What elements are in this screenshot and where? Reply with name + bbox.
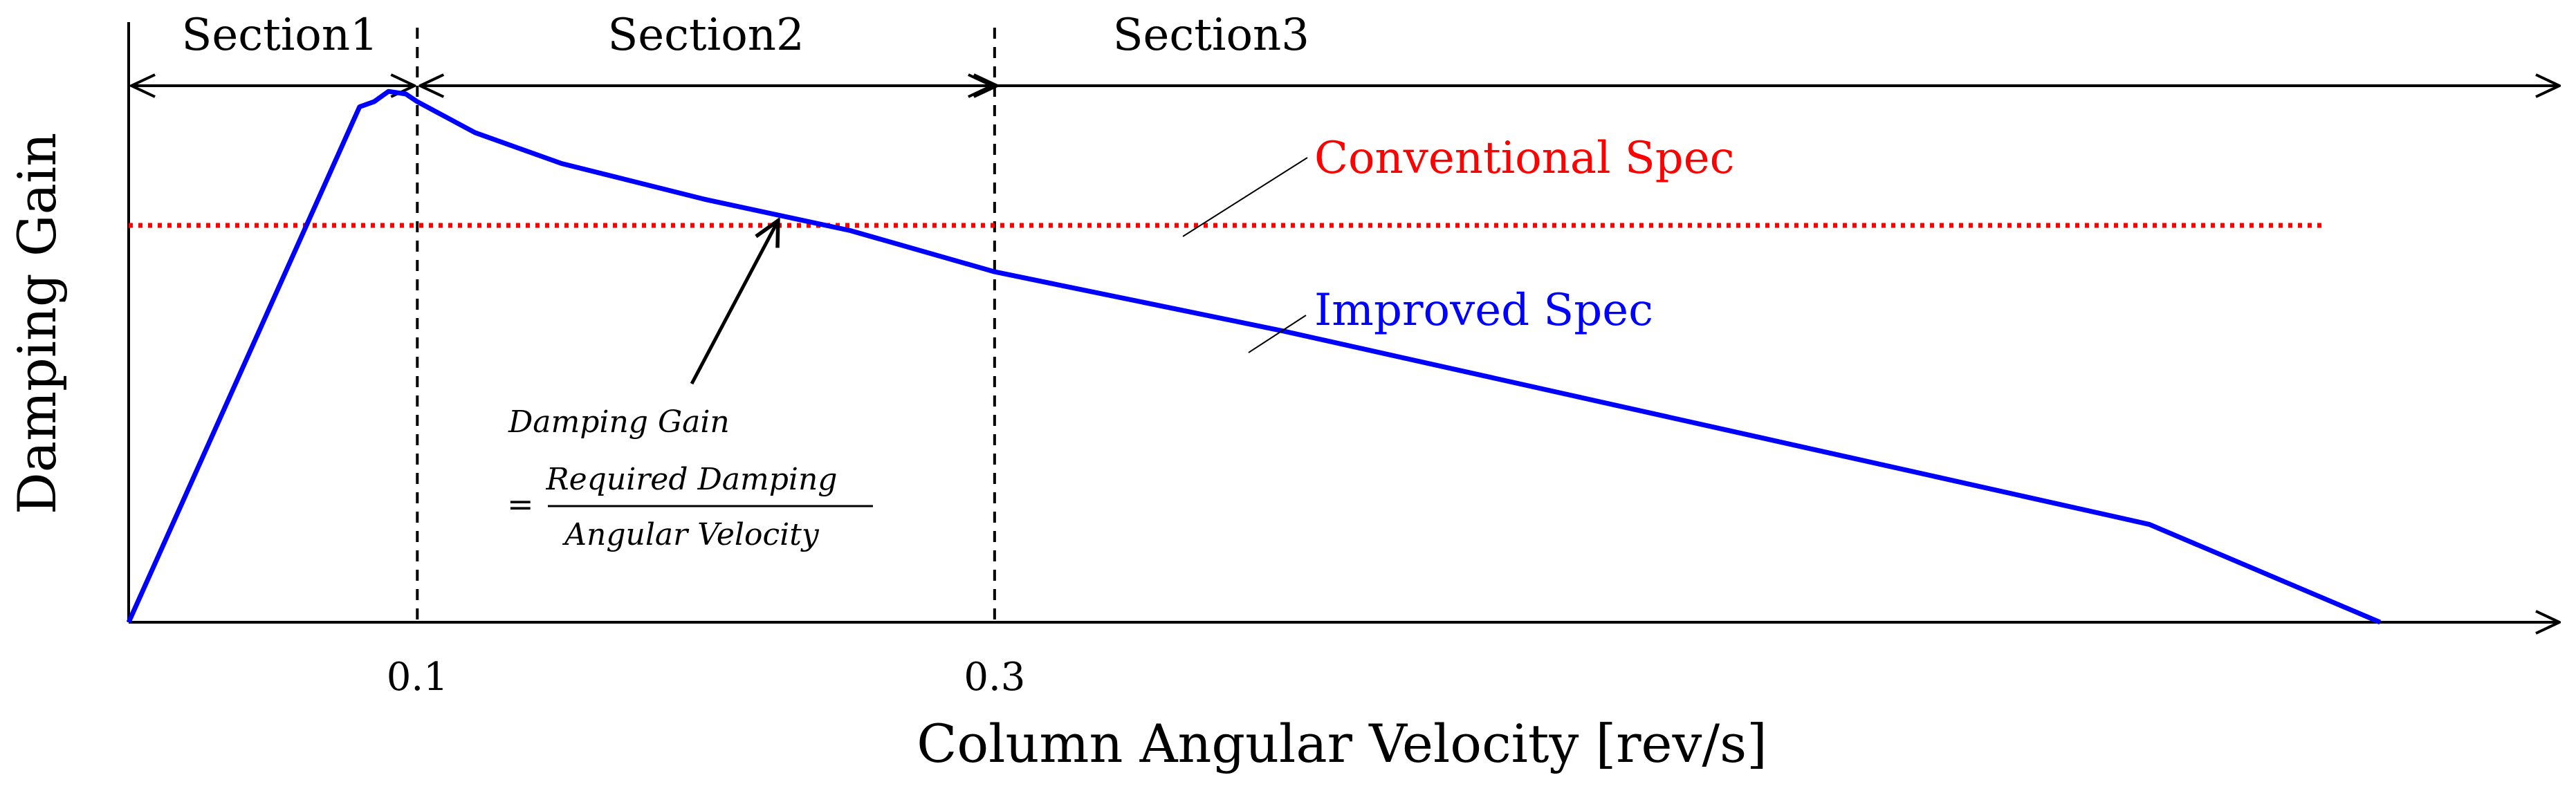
- section3-label: Section3: [1113, 10, 1309, 61]
- conventional-spec-leader: [1182, 157, 1308, 237]
- formula-lhs: Damping Gain: [508, 404, 730, 440]
- formula-equals: =: [507, 485, 534, 523]
- improved-spec-leader: [1248, 315, 1307, 353]
- x-tick-label: 0.3: [964, 655, 1025, 700]
- section1-label: Section1: [182, 10, 378, 61]
- formula-numerator: Required Damping: [546, 462, 838, 497]
- x-tick-label: 0.1: [387, 655, 448, 700]
- improved-spec-label: Improved Spec: [1314, 285, 1653, 336]
- improved-spec-line: [126, 88, 2382, 625]
- formula-denominator: Angular Velocity: [562, 517, 820, 552]
- section2-label: Section2: [607, 10, 804, 61]
- annotation-arrow: [690, 221, 778, 385]
- x-axis-title: Column Angular Velocity [rev/s]: [917, 713, 1767, 774]
- conventional-spec-label: Conventional Spec: [1314, 133, 1734, 184]
- y-axis-title: Damping Gain: [6, 133, 68, 514]
